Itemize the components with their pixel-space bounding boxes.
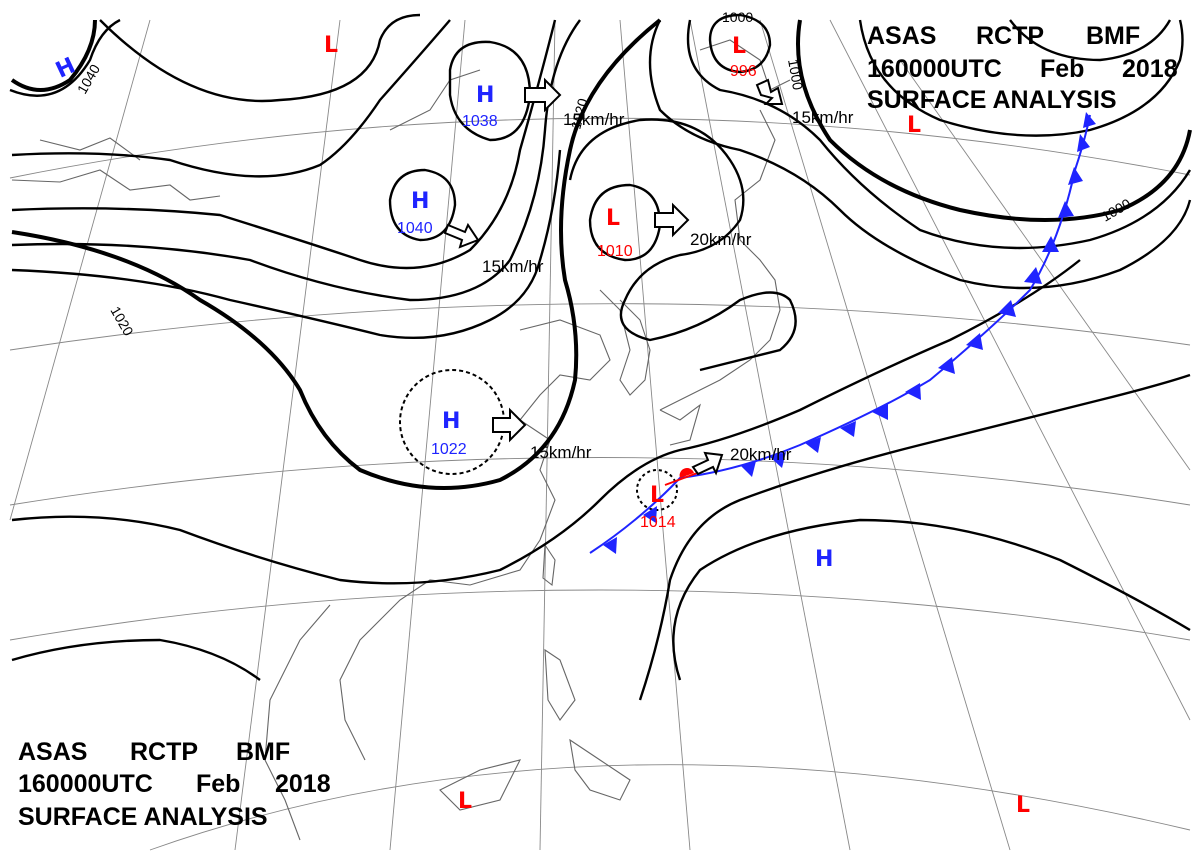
header-code-rctp: RCTP (130, 738, 198, 766)
speed-label: 15km/hr (792, 108, 854, 127)
movement-arrow (755, 78, 784, 105)
isobar-label: 1020 (567, 96, 591, 130)
speed-label: 20km/hr (690, 230, 752, 249)
isobar-label: 1000 (785, 58, 806, 92)
low-1014-outline (636, 469, 678, 511)
header-top-right: ASAS RCTP BMF 160000UTC Feb 2018 SURFACE… (867, 22, 1178, 114)
speed-labels: 15km/hr 15km/hr 20km/hr 15km/hr 15km/hr … (482, 108, 854, 464)
header-year: 2018 (275, 770, 331, 798)
high-center-pressure: 1040 (397, 220, 433, 237)
movement-arrows (443, 77, 784, 476)
low-center-symbol: L (1016, 793, 1030, 818)
movement-arrow (654, 202, 690, 238)
header-code-bmf: BMF (1086, 22, 1140, 50)
isobar-label: 1000 (722, 9, 753, 25)
low-center-pressure: 1010 (597, 243, 633, 260)
isobars (9, 13, 1192, 701)
cold-front (589, 112, 1096, 554)
low-center-symbol: L (606, 206, 620, 231)
isobar-label: 1000 (1099, 195, 1134, 225)
low-center-pressure: 1014 (640, 514, 676, 531)
speed-label: 15km/hr (563, 110, 625, 129)
pressure-centers: H H 1038 H 1040 H 1022 H L L 996 L L 101… (52, 33, 1030, 818)
header-month: Feb (196, 770, 240, 798)
coastline (11, 39, 791, 841)
low-center-symbol: L (324, 33, 338, 58)
low-center-pressure: 996 (730, 63, 757, 80)
movement-arrow (691, 451, 724, 476)
header-code-rctp: RCTP (976, 22, 1044, 50)
movement-arrow (492, 407, 527, 443)
header-title: SURFACE ANALYSIS (867, 86, 1117, 114)
low-center-symbol: L (458, 789, 472, 814)
movement-arrow (443, 222, 480, 249)
high-center-symbol: H (442, 409, 460, 434)
header-bottom-left: ASAS RCTP BMF 160000UTC Feb 2018 SURFACE… (18, 738, 331, 831)
header-year: 2018 (1122, 55, 1178, 83)
header-month: Feb (1040, 55, 1084, 83)
high-center-pressure: 1022 (431, 441, 467, 458)
header-title: SURFACE ANALYSIS (18, 803, 268, 831)
movement-arrow (524, 77, 562, 113)
header-time: 160000UTC (867, 55, 1002, 83)
warm-front (664, 468, 701, 486)
speed-label: 15km/hr (482, 257, 544, 276)
high-center-symbol: H (476, 83, 494, 108)
graticule (9, 19, 1191, 851)
high-center-pressure: 1038 (462, 113, 498, 130)
low-center-symbol: L (650, 483, 664, 508)
header-code-asas: ASAS (18, 738, 87, 766)
high-center-symbol: H (815, 547, 833, 572)
low-center-symbol: L (732, 34, 746, 59)
high-center-symbol: H (411, 189, 429, 214)
header-code-bmf: BMF (236, 738, 290, 766)
speed-label: 20km/hr (730, 445, 792, 464)
header-code-asas: ASAS (867, 22, 936, 50)
speed-label: 15km/hr (530, 443, 592, 462)
header-time: 160000UTC (18, 770, 153, 798)
low-center-symbol: L (907, 113, 921, 138)
